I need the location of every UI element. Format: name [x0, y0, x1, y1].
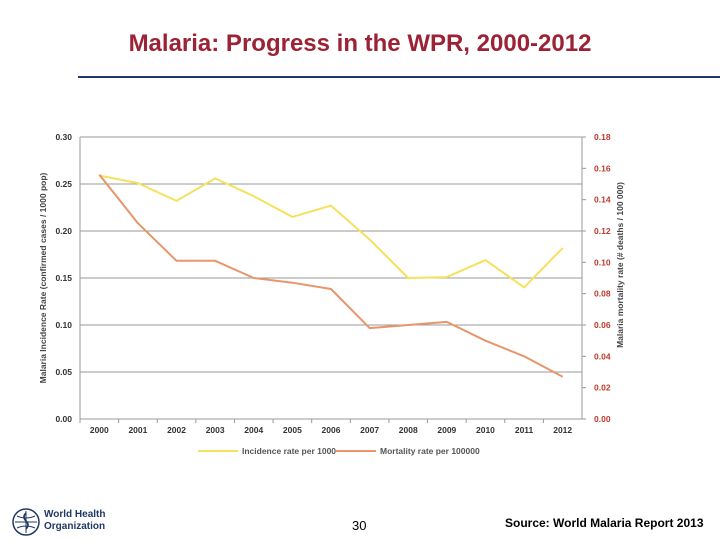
x-tick-label: 2008 [399, 425, 418, 435]
left-tick-label: 0.10 [55, 320, 72, 330]
logo-line-1: World Health [44, 509, 106, 520]
malaria-chart: 0.00 0.05 0.10 0.15 0.20 0.25 0.30 0.00 0.02 0.0… [38, 132, 625, 456]
right-tick-label: 0.00 [594, 414, 611, 424]
mortality-rate-line [98, 173, 564, 378]
slide-title: Malaria: Progress in the WPR, 2000-2012 [128, 30, 592, 57]
right-axis-label: Malaria mortality rate (# deaths / 100 0… [615, 182, 625, 348]
who-logo-text: World Health Organization [44, 509, 105, 533]
right-tick-label: 0.14 [594, 195, 611, 205]
incidence-rate-line [99, 174, 564, 289]
page-number: 30 [352, 518, 367, 533]
x-tick-label: 2000 [90, 425, 109, 435]
left-tick-label: 0.05 [55, 367, 72, 377]
left-tick-label: 0.25 [55, 179, 72, 189]
left-tick-label: 0.30 [55, 132, 72, 142]
x-tick-label: 2012 [553, 425, 572, 435]
source-note: Source: World Malaria Report 2013 [505, 516, 704, 530]
x-tick-label: 2003 [206, 425, 225, 435]
right-tick-label: 0.18 [594, 132, 611, 142]
x-tick-label: 2001 [128, 425, 147, 435]
right-tick-label: 0.16 [594, 163, 611, 173]
x-tick-label: 2002 [167, 425, 186, 435]
left-tick-label: 0.20 [55, 226, 72, 236]
x-tick-label: 2005 [283, 425, 302, 435]
left-tick-label: 0.15 [55, 273, 72, 283]
title-divider [78, 76, 720, 78]
x-tick-label: 2007 [360, 425, 379, 435]
x-tick-label: 2011 [515, 425, 534, 435]
right-tick-label: 0.04 [594, 351, 611, 361]
x-tick-label: 2010 [476, 425, 495, 435]
chart-legend: Incidence rate per 1000 Mortality rate p… [198, 446, 480, 456]
right-tick-label: 0.08 [594, 289, 611, 299]
right-tick-label: 0.02 [594, 383, 611, 393]
right-tick-label: 0.10 [594, 257, 611, 267]
x-tick-label: 2009 [437, 425, 456, 435]
left-tick-label: 0.00 [55, 414, 72, 424]
right-tick-label: 0.12 [594, 226, 611, 236]
left-axis-label: Malaria Incidence Rate (confirmed cases … [38, 172, 48, 383]
logo-line-2: Organization [44, 521, 106, 532]
who-emblem-icon [12, 508, 40, 536]
legend-label-incidence: Incidence rate per 1000 [242, 446, 336, 456]
legend-label-mortality: Mortality rate per 100000 [380, 446, 480, 456]
x-tick-label: 2004 [244, 425, 263, 435]
right-tick-label: 0.06 [594, 320, 611, 330]
x-tick-label: 2006 [322, 425, 341, 435]
